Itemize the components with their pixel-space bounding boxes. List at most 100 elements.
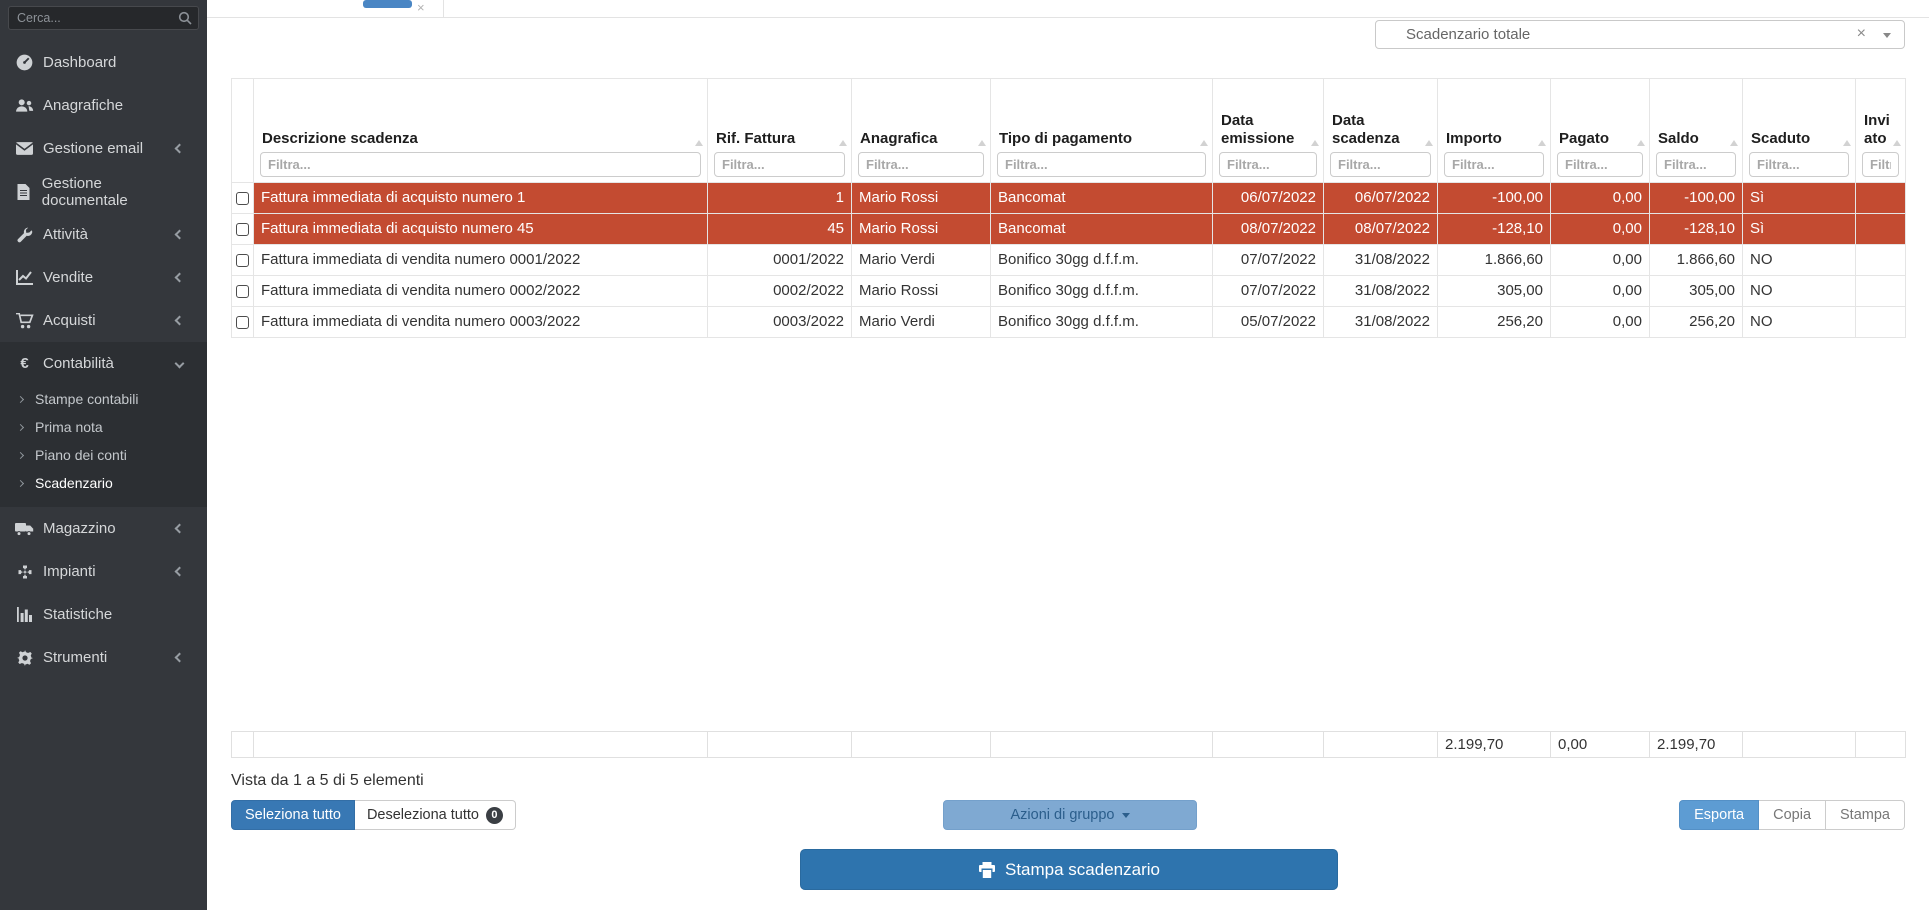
group-actions-button[interactable]: Azioni di gruppo <box>943 800 1197 830</box>
column-header-descrizione[interactable]: Descrizione scadenza <box>253 78 708 183</box>
printer-icon <box>979 861 995 878</box>
scope-select[interactable]: Scadenzario totale × <box>1375 20 1905 49</box>
row-checkbox[interactable] <box>236 253 249 267</box>
chevron-left-icon <box>174 272 185 283</box>
cell-rif-fattura: 0002/2022 <box>707 275 852 307</box>
filter-input-tipo-pagamento[interactable] <box>997 152 1206 177</box>
sort-arrow-icon[interactable] <box>1893 140 1901 146</box>
sort-arrow-icon[interactable] <box>695 140 703 146</box>
clear-icon[interactable]: × <box>1856 25 1866 42</box>
filter-input-anagrafica[interactable] <box>858 152 984 177</box>
column-header-importo[interactable]: Importo <box>1437 78 1551 183</box>
column-header-anagrafica[interactable]: Anagrafica <box>851 78 991 183</box>
column-header-scaduto[interactable]: Scaduto <box>1742 78 1856 183</box>
column-header-pagato[interactable]: Pagato <box>1550 78 1650 183</box>
sidebar-item-label: Statistiche <box>43 606 113 623</box>
sidebar-item-acquisti[interactable]: Acquisti <box>0 299 207 342</box>
sort-arrow-icon[interactable] <box>839 140 847 146</box>
cell-importo: 1.866,60 <box>1437 244 1551 276</box>
sidebar-item-impianti[interactable]: Impianti <box>0 550 207 593</box>
table-row[interactable]: Fattura immediata di vendita numero 0003… <box>231 306 1906 338</box>
column-header-saldo[interactable]: Saldo <box>1649 78 1743 183</box>
cell-anagrafica: Mario Verdi <box>851 244 991 276</box>
copy-button[interactable]: Copia <box>1759 800 1827 830</box>
cell-scaduto: NO <box>1742 275 1856 307</box>
sort-arrow-icon[interactable] <box>1843 140 1851 146</box>
sort-arrow-icon[interactable] <box>978 140 986 146</box>
chevron-left-icon <box>174 523 185 534</box>
export-button[interactable]: Esporta <box>1679 800 1760 830</box>
sort-arrow-icon[interactable] <box>1538 140 1546 146</box>
chevron-left-icon <box>174 315 185 326</box>
row-checkbox[interactable] <box>236 315 249 329</box>
cell-saldo: 305,00 <box>1649 275 1743 307</box>
row-checkbox[interactable] <box>236 191 249 205</box>
row-checkbox[interactable] <box>236 222 249 236</box>
cell-tipo-pagamento: Bonifico 30gg d.f.f.m. <box>990 306 1213 338</box>
sidebar-section-contabilita: € Contabilità Stampe contabili Prima not… <box>0 342 207 507</box>
chevron-left-icon <box>174 566 185 577</box>
search-input[interactable] <box>8 6 199 30</box>
cell-scaduto: Sì <box>1742 213 1856 245</box>
puzzle-icon <box>14 564 35 580</box>
table-row[interactable]: Fattura immediata di acquisto numero 45 … <box>231 213 1906 245</box>
total-pagato: 0,00 <box>1550 731 1650 758</box>
filter-input-data-scadenza[interactable] <box>1330 152 1431 177</box>
sidebar-item-gestione-documentale[interactable]: Gestione documentale <box>0 170 207 213</box>
cell-tipo-pagamento: Bancomat <box>990 182 1213 214</box>
filter-input-rif-fattura[interactable] <box>714 152 845 177</box>
filter-input-data-emissione[interactable] <box>1219 152 1317 177</box>
print-button[interactable]: Stampa <box>1826 800 1905 830</box>
column-header-inviato[interactable]: Inviato <box>1855 78 1906 183</box>
sidebar-item-attivita[interactable]: Attività <box>0 213 207 256</box>
table-row[interactable]: Fattura immediata di vendita numero 0001… <box>231 244 1906 276</box>
column-header-tipo-pagamento[interactable]: Tipo di pagamento <box>990 78 1213 183</box>
table-row[interactable]: Fattura immediata di vendita numero 0002… <box>231 275 1906 307</box>
print-schedule-button[interactable]: Stampa scadenzario <box>800 849 1338 890</box>
sidebar-item-vendite[interactable]: Vendite <box>0 256 207 299</box>
sidebar-item-label: Magazzino <box>43 520 116 537</box>
sidebar-subitem-piano-dei-conti[interactable]: Piano dei conti <box>0 441 207 469</box>
sort-arrow-icon[interactable] <box>1311 140 1319 146</box>
sidebar-item-label: Dashboard <box>43 54 117 71</box>
sidebar-item-anagrafiche[interactable]: Anagrafiche <box>0 84 207 127</box>
row-checkbox[interactable] <box>236 284 249 298</box>
filter-input-pagato[interactable] <box>1557 152 1643 177</box>
sidebar-subitem-prima-nota[interactable]: Prima nota <box>0 413 207 441</box>
wrench-icon <box>14 227 35 243</box>
sidebar-item-gestione-email[interactable]: Gestione email <box>0 127 207 170</box>
column-header-rif-fattura[interactable]: Rif. Fattura <box>707 78 852 183</box>
tab-close-icon[interactable]: × <box>417 0 425 15</box>
filter-input-scaduto[interactable] <box>1749 152 1849 177</box>
sidebar-item-label: Contabilità <box>43 355 114 372</box>
sort-arrow-icon[interactable] <box>1730 140 1738 146</box>
sort-arrow-icon[interactable] <box>1425 140 1433 146</box>
deselect-all-button[interactable]: Deseleziona tutto 0 <box>354 800 516 830</box>
active-tab[interactable] <box>363 0 412 8</box>
column-header-data-emissione[interactable]: Data emissione <box>1212 78 1324 183</box>
filter-input-descrizione[interactable] <box>260 152 701 177</box>
chevron-down-icon[interactable] <box>1883 33 1891 38</box>
column-header-select <box>231 78 254 183</box>
sort-arrow-icon[interactable] <box>1200 140 1208 146</box>
filter-input-saldo[interactable] <box>1656 152 1736 177</box>
filter-input-importo[interactable] <box>1444 152 1544 177</box>
sidebar-item-magazzino[interactable]: Magazzino <box>0 507 207 550</box>
column-header-data-scadenza[interactable]: Data scadenza <box>1323 78 1438 183</box>
cell-anagrafica: Mario Rossi <box>851 275 991 307</box>
sidebar-item-contabilita[interactable]: € Contabilità <box>0 342 207 385</box>
sidebar-subitem-label: Prima nota <box>35 419 103 435</box>
select-all-button[interactable]: Seleziona tutto <box>231 800 355 830</box>
chevron-right-icon <box>16 423 25 431</box>
cell-data-scadenza: 31/08/2022 <box>1323 275 1438 307</box>
cell-rif-fattura: 0001/2022 <box>707 244 852 276</box>
sidebar-item-dashboard[interactable]: Dashboard <box>0 41 207 84</box>
table-row[interactable]: Fattura immediata di acquisto numero 1 1… <box>231 182 1906 214</box>
sort-arrow-icon[interactable] <box>1637 140 1645 146</box>
sidebar-item-statistiche[interactable]: Statistiche <box>0 593 207 636</box>
cell-data-emissione: 05/07/2022 <box>1212 306 1324 338</box>
filter-input-inviato[interactable] <box>1862 152 1899 177</box>
sidebar-subitem-stampe-contabili[interactable]: Stampe contabili <box>0 385 207 413</box>
sidebar-subitem-scadenzario[interactable]: Scadenzario <box>0 469 207 497</box>
sidebar-item-strumenti[interactable]: Strumenti <box>0 636 207 679</box>
